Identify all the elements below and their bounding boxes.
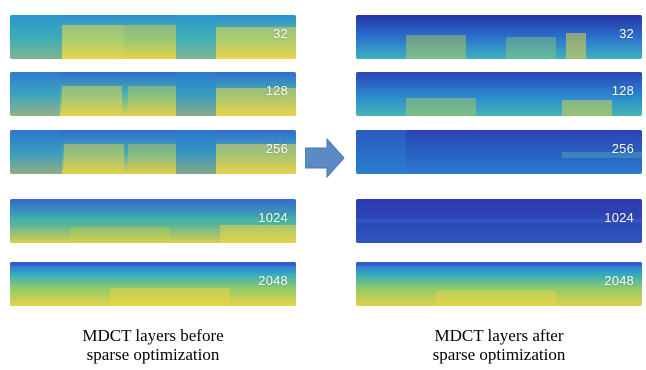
spectrogram-image	[10, 199, 296, 243]
spectrogram-image	[10, 72, 296, 116]
layer-size-label: 256	[265, 141, 288, 156]
layer-size-label: 256	[611, 141, 634, 156]
layer-size-label: 128	[611, 83, 634, 98]
spectrogram-image	[356, 262, 642, 306]
spectrogram-image	[10, 262, 296, 306]
caption-before-line1: MDCT layers before	[82, 326, 224, 345]
layer-size-label: 32	[619, 26, 634, 41]
spectrogram-before-2048: 2048	[10, 262, 296, 306]
spectrogram-before-32: 32	[10, 15, 296, 59]
spectrogram-image	[356, 199, 642, 243]
caption-before-line2: sparse optimization	[86, 345, 220, 364]
layer-size-label: 2048	[604, 273, 634, 288]
spectrogram-after-2048: 2048	[356, 262, 642, 306]
caption-after-line1: MDCT layers after	[434, 326, 564, 345]
layer-size-label: 2048	[258, 273, 288, 288]
spectrogram-image	[10, 15, 296, 59]
spectrogram-after-128: 128	[356, 72, 642, 116]
spectrogram-image	[356, 72, 642, 116]
caption-before: MDCT layers before sparse optimization	[33, 326, 273, 364]
layer-size-label: 128	[265, 83, 288, 98]
arrow-right-icon	[305, 138, 345, 178]
layer-size-label: 1024	[258, 210, 288, 225]
spectrogram-image	[356, 130, 642, 174]
caption-after-line2: sparse optimization	[432, 345, 566, 364]
spectrogram-before-1024: 1024	[10, 199, 296, 243]
spectrogram-after-1024: 1024	[356, 199, 642, 243]
spectrogram-image	[10, 130, 296, 174]
spectrogram-image	[356, 15, 642, 59]
caption-after: MDCT layers after sparse optimization	[379, 326, 619, 364]
spectrogram-before-128: 128	[10, 72, 296, 116]
layer-size-label: 32	[273, 26, 288, 41]
spectrogram-before-256: 256	[10, 130, 296, 174]
spectrogram-after-256: 256	[356, 130, 642, 174]
spectrogram-after-32: 32	[356, 15, 642, 59]
layer-size-label: 1024	[604, 210, 634, 225]
